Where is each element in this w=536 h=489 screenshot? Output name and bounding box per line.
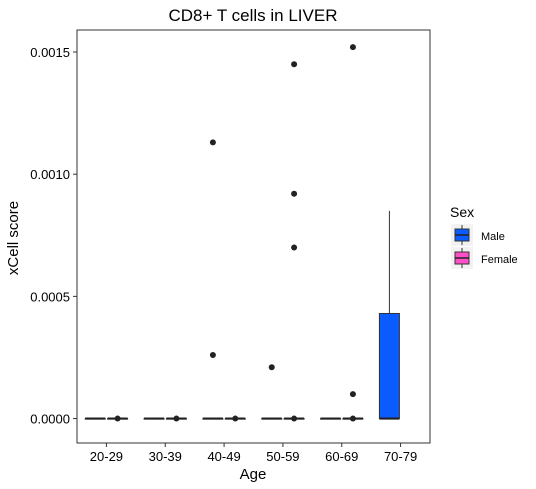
- chart-title: CD8+ T cells in LIVER: [169, 6, 338, 25]
- x-axis: 20-29 30-39 40-49 50-59 60-69 70-79: [90, 443, 417, 464]
- box-male-40-49: [202, 139, 224, 420]
- y-axis-title: xCell score: [5, 201, 22, 275]
- legend-label-female: Female: [481, 254, 518, 266]
- plot-panel: [76, 29, 431, 444]
- outlier-point: [349, 415, 356, 422]
- box-female-20-29: [107, 415, 129, 422]
- outlier-point: [291, 244, 298, 251]
- box-female-50-59: [283, 61, 305, 422]
- box-male-30-39: [143, 417, 165, 420]
- x-tick-label: 20-29: [90, 449, 123, 464]
- x-tick-label: 40-49: [207, 449, 240, 464]
- outlier-point: [209, 139, 216, 146]
- box-female-40-49: [224, 415, 246, 422]
- box-male-50-59: [261, 364, 283, 420]
- y-tick-label: 0.0015: [30, 45, 70, 60]
- legend-label-male: Male: [481, 231, 505, 243]
- x-tick-label: 60-69: [325, 449, 358, 464]
- outlier-point: [291, 190, 298, 197]
- box-male-70-79: [378, 210, 400, 420]
- y-axis: 0.0000 0.0005 0.0010 0.0015: [30, 45, 77, 427]
- box-female-60-69: [342, 44, 364, 422]
- x-axis-title: Age: [240, 466, 267, 483]
- outlier-point: [349, 391, 356, 398]
- outlier-point: [349, 44, 356, 51]
- x-tick-label: 50-59: [266, 449, 299, 464]
- legend-title: Sex: [450, 204, 474, 220]
- outlier-point: [291, 61, 298, 68]
- x-tick-label: 30-39: [149, 449, 182, 464]
- box-female-30-39: [165, 415, 187, 422]
- outlier-point: [209, 352, 216, 359]
- box-male-60-69: [320, 417, 342, 420]
- outlier-point: [291, 415, 298, 422]
- y-tick-label: 0.0005: [30, 289, 70, 304]
- y-tick-label: 0.0000: [30, 412, 70, 427]
- box-male-20-29: [84, 417, 106, 420]
- outlier-point: [114, 415, 121, 422]
- outlier-point: [268, 364, 275, 371]
- y-tick-label: 0.0010: [30, 167, 70, 182]
- x-tick-label: 70-79: [384, 449, 417, 464]
- legend: Sex Male Female: [450, 204, 518, 269]
- outlier-point: [173, 415, 180, 422]
- outlier-point: [232, 415, 239, 422]
- plot-marks: [84, 44, 400, 422]
- box: [378, 312, 400, 420]
